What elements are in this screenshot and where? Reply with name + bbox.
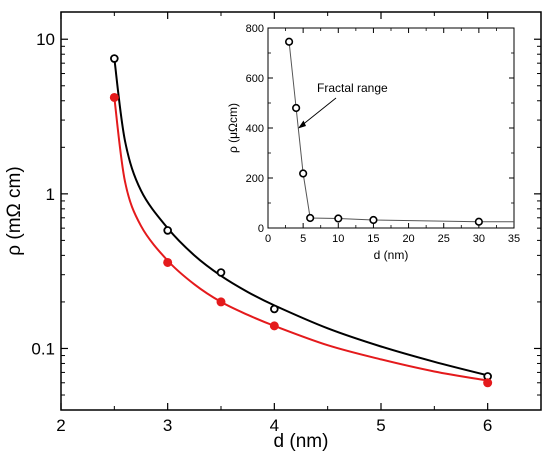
inset-x-tick-label: 5	[300, 233, 306, 245]
inset-data-point	[369, 215, 378, 225]
main-data-point-series-1	[163, 226, 172, 235]
main-y-tick-label: 10	[36, 30, 55, 49]
inset-x-tick-label: 15	[367, 233, 379, 245]
main-data-points	[109, 54, 493, 388]
inset-y-tick-label: 800	[246, 23, 264, 35]
main-x-tick-label: 5	[376, 416, 385, 435]
inset-data-point	[306, 213, 315, 223]
inset-plot-frame	[267, 27, 515, 229]
main-y-axis-label: ρ (mΩ cm)	[4, 166, 25, 255]
inset-x-tick-label: 25	[438, 233, 450, 245]
inset-annotation: Fractal range	[317, 81, 388, 95]
inset-y-tick-label: 0	[258, 223, 264, 235]
main-x-tick-label: 4	[270, 416, 279, 435]
main-x-tick-label: 2	[56, 416, 65, 435]
main-data-point-series-2	[269, 321, 279, 331]
inset-connector-line	[288, 41, 514, 223]
inset-x-tick-label: 10	[332, 233, 344, 245]
main-x-axis-label: d (nm)	[274, 431, 329, 452]
main-data-point-series-2	[216, 297, 226, 307]
main-plot-frame	[60, 11, 542, 411]
inset-data-point	[334, 214, 343, 223]
inset-data-point	[292, 103, 301, 113]
main-data-point-series-2	[163, 257, 173, 267]
main-data-point-series-2	[483, 378, 493, 388]
main-fit-curve-1	[113, 58, 488, 377]
main-data-point-series-1	[110, 54, 119, 63]
main-data-point-series-1	[216, 268, 226, 277]
inset-connector-1	[288, 41, 514, 223]
main-plot: 2 3 4 5 6 0.1 1 10 d (nm) ρ (mΩ cm)	[4, 11, 542, 452]
inset-data-point	[284, 37, 294, 46]
inset-x-tick-label: 35	[508, 233, 520, 245]
inset-x-axis-label: d (nm)	[374, 248, 409, 262]
main-fit-curves	[113, 58, 488, 382]
inset-x-tick-label: 30	[473, 233, 485, 245]
inset-x-tick-label: 0	[265, 233, 271, 245]
inset-annotation-arrow	[298, 97, 337, 129]
inset-plot: 0 5 10 15 20 25 30 35 0 200 400 600 800 d (nm) ρ (μΩ…	[226, 23, 520, 262]
main-y-tick-label: 1	[46, 185, 55, 204]
main-x-tick-label: 3	[163, 416, 172, 435]
inset-x-tick-label: 20	[402, 233, 414, 245]
inset-data-point	[474, 217, 483, 226]
main-fit-curve-2	[113, 97, 488, 382]
inset-data-points	[284, 37, 483, 226]
inset-y-tick-label: 400	[246, 123, 264, 135]
inset-y-tick-label: 600	[246, 73, 264, 85]
main-data-point-series-1	[270, 304, 279, 314]
main-data-point-series-2	[109, 92, 119, 102]
inset-y-axis-label: ρ (μΩcm)	[226, 103, 240, 153]
inset-axis-ticks: 0 5 10 15 20 25 30 35 0 200 400 600 800	[246, 23, 520, 245]
main-x-tick-label: 6	[483, 416, 492, 435]
inset-y-tick-label: 200	[246, 173, 264, 185]
main-y-tick-label: 0.1	[31, 339, 55, 358]
inset-data-point	[299, 169, 308, 178]
main-axis-ticks: 2 3 4 5 6 0.1 1 10	[31, 12, 541, 435]
